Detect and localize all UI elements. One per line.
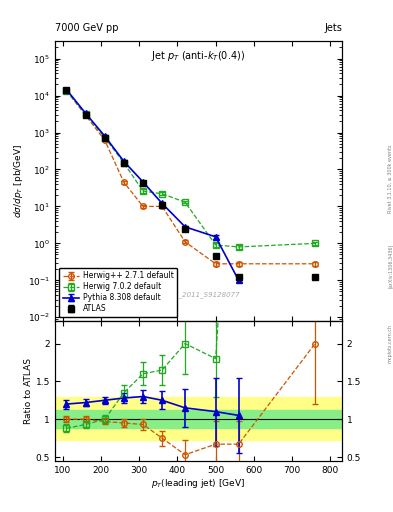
Text: ATLAS_2011_S9128077: ATLAS_2011_S9128077: [157, 292, 240, 298]
Text: 7000 GeV pp: 7000 GeV pp: [55, 23, 119, 33]
Y-axis label: $d\sigma/dp_T$ [pb/GeV]: $d\sigma/dp_T$ [pb/GeV]: [12, 144, 25, 218]
Legend: Herwig++ 2.7.1 default, Herwig 7.0.2 default, Pythia 8.308 default, ATLAS: Herwig++ 2.7.1 default, Herwig 7.0.2 def…: [59, 268, 177, 317]
Y-axis label: Ratio to ATLAS: Ratio to ATLAS: [24, 358, 33, 424]
Text: Rivet 3.1.10, ≥ 300k events: Rivet 3.1.10, ≥ 300k events: [387, 145, 393, 214]
Text: Jets: Jets: [324, 23, 342, 33]
Text: Jet $p_T$ (anti-$k_T$(0.4)): Jet $p_T$ (anti-$k_T$(0.4)): [151, 49, 246, 63]
X-axis label: $p_T$(leading jet) [GeV]: $p_T$(leading jet) [GeV]: [151, 477, 246, 490]
Text: mcplots.cern.ch: mcplots.cern.ch: [387, 324, 393, 362]
Text: [arXiv:1306.3436]: [arXiv:1306.3436]: [387, 244, 393, 288]
